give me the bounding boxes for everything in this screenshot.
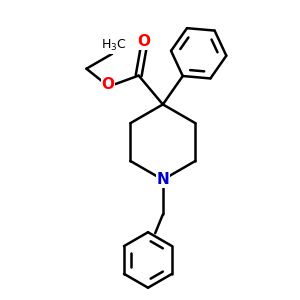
Text: N: N	[157, 172, 169, 187]
Text: H$_3$C: H$_3$C	[101, 38, 127, 53]
Text: O: O	[137, 34, 150, 49]
Text: O: O	[101, 77, 114, 92]
